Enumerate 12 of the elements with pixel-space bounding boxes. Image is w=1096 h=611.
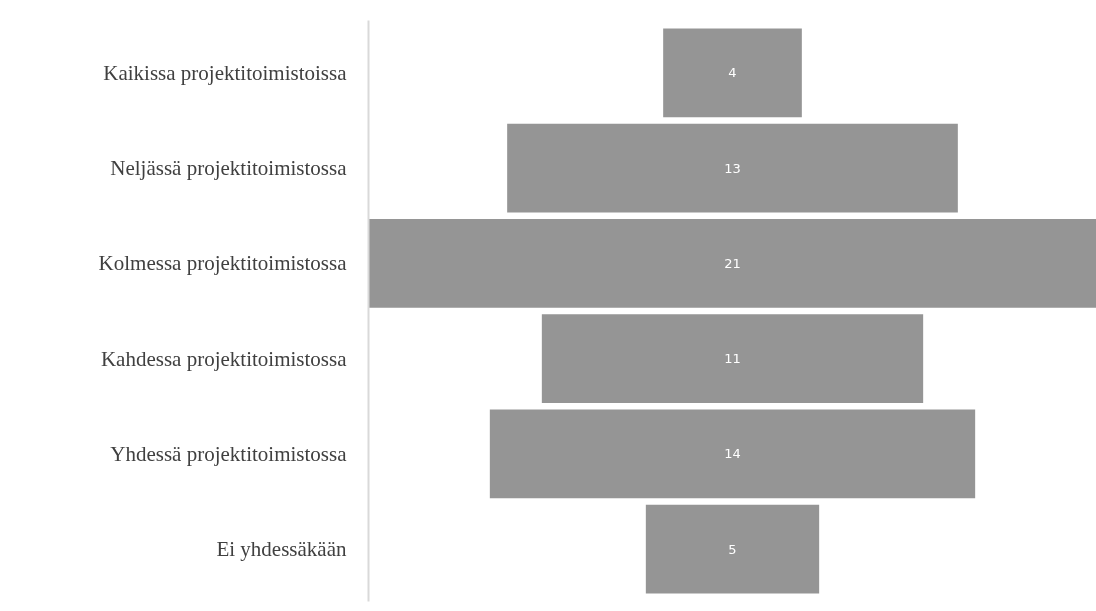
category-label: Kolmessa projektitoimistossa: [98, 251, 348, 276]
data-label: 14: [724, 446, 741, 462]
data-label: 13: [724, 160, 741, 176]
category-label: Neljässä projektitoimistossa: [110, 156, 348, 181]
category-label: Kahdessa projektitoimistossa: [100, 346, 348, 371]
category-label: Yhdessä projektitoimistossa: [110, 441, 348, 466]
data-label: 5: [728, 541, 737, 557]
category-label: Kaikissa projektitoimistoissa: [103, 60, 348, 85]
data-label: 11: [724, 351, 741, 367]
data-label: 4: [728, 65, 737, 81]
data-label: 21: [724, 255, 741, 271]
category-label: Ei yhdessäkään: [216, 537, 347, 562]
